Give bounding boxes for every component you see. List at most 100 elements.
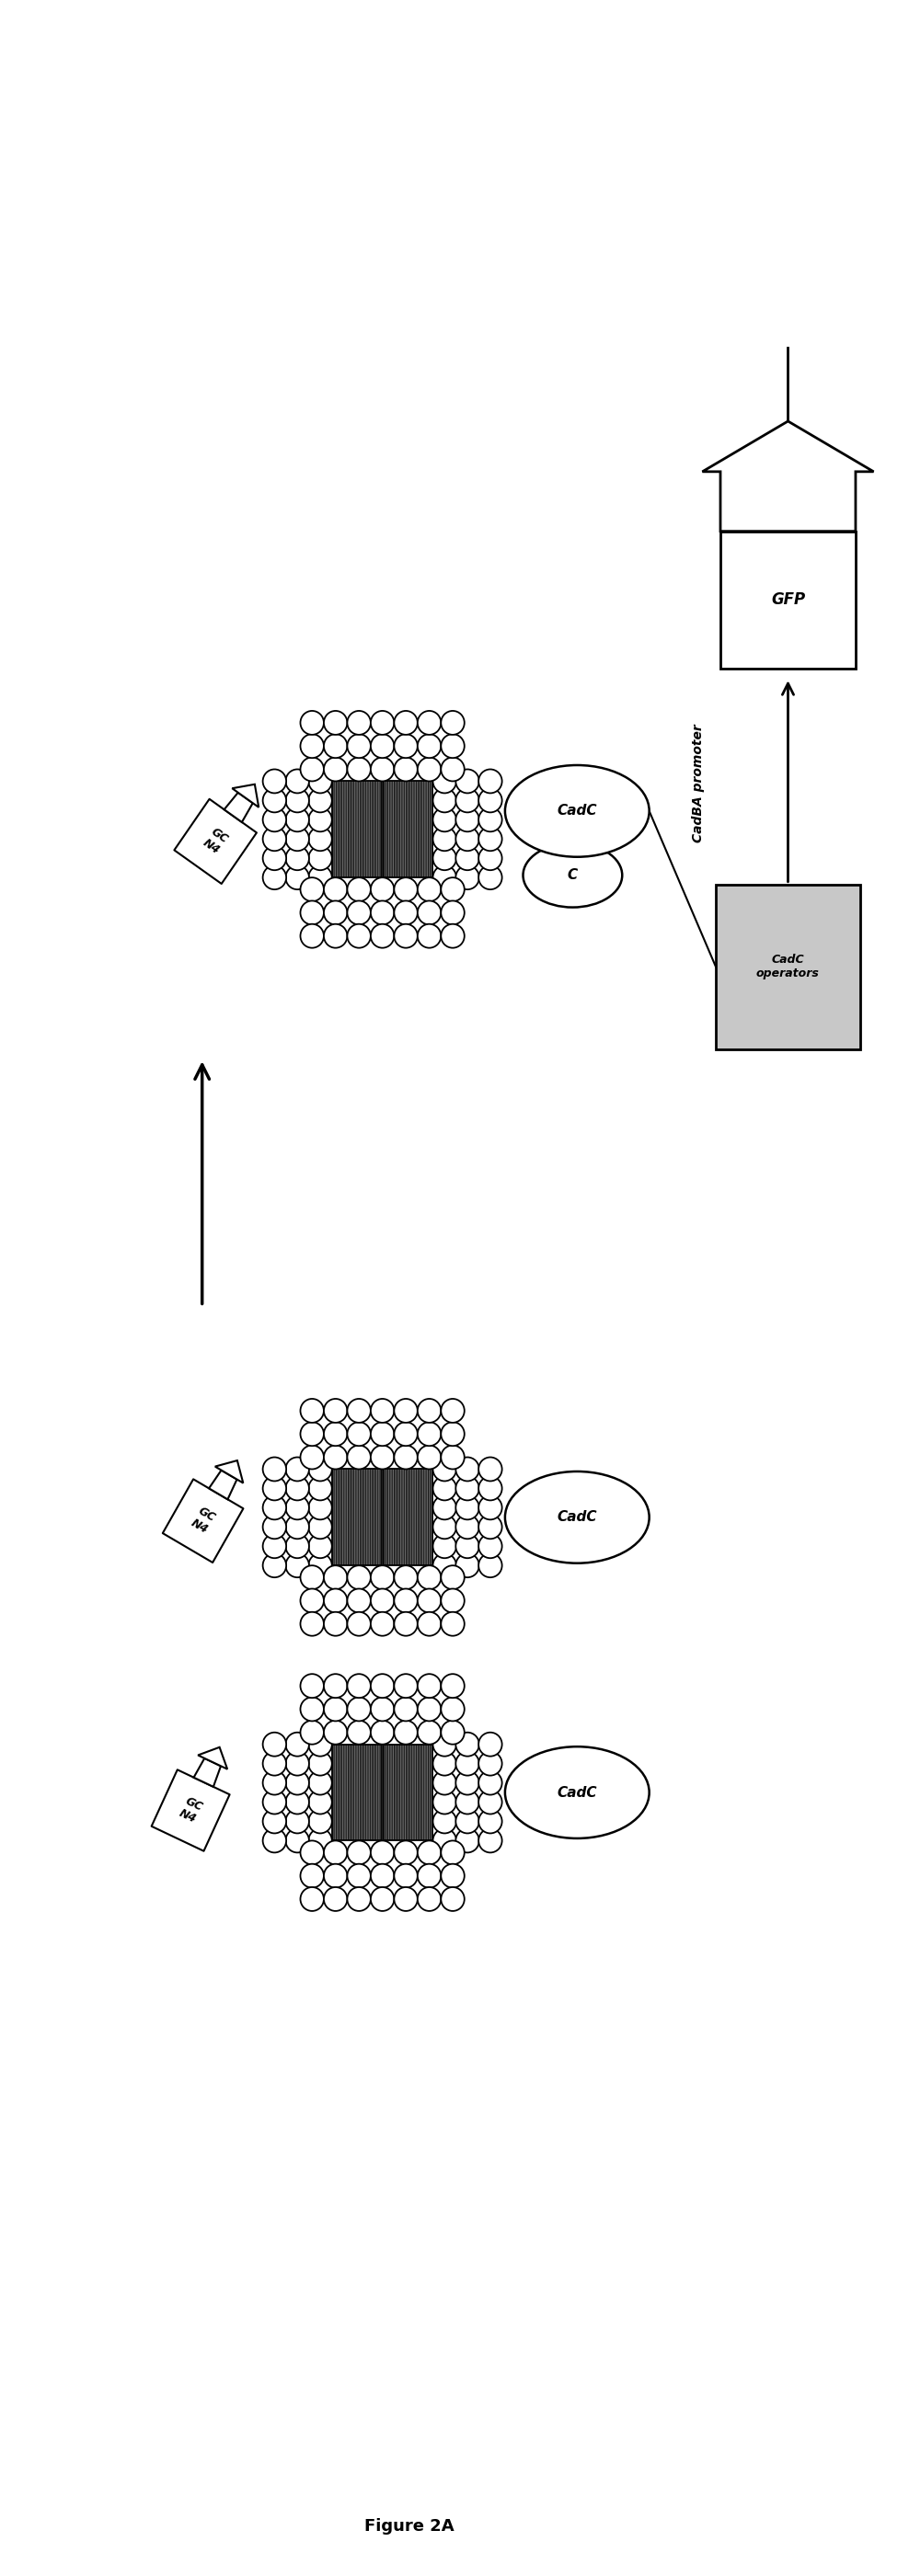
Circle shape [347, 1674, 371, 1698]
Circle shape [395, 1865, 417, 1888]
Circle shape [395, 1842, 417, 1865]
Circle shape [263, 809, 286, 832]
Circle shape [455, 1515, 479, 1538]
Circle shape [395, 878, 417, 902]
Circle shape [395, 1445, 417, 1468]
Circle shape [417, 711, 441, 734]
Text: CadC: CadC [557, 1785, 597, 1801]
Circle shape [433, 1476, 456, 1499]
Text: CadC: CadC [557, 804, 597, 819]
Circle shape [371, 1888, 395, 1911]
Circle shape [478, 1790, 502, 1814]
Circle shape [324, 1422, 347, 1445]
Circle shape [347, 1698, 371, 1721]
Circle shape [417, 757, 441, 781]
Circle shape [395, 1674, 417, 1698]
Polygon shape [152, 1770, 230, 1852]
Circle shape [308, 1458, 332, 1481]
Circle shape [300, 1589, 324, 1613]
Circle shape [417, 1566, 441, 1589]
Circle shape [371, 1589, 395, 1613]
Circle shape [417, 878, 441, 902]
Polygon shape [175, 799, 256, 884]
Circle shape [324, 1842, 347, 1865]
Circle shape [478, 1515, 502, 1538]
Text: Figure 2A: Figure 2A [365, 2517, 454, 2535]
Circle shape [285, 788, 309, 811]
Circle shape [324, 878, 347, 902]
Circle shape [478, 1535, 502, 1558]
Polygon shape [163, 1479, 244, 1564]
Circle shape [433, 848, 456, 871]
Circle shape [371, 1865, 395, 1888]
Circle shape [324, 734, 347, 757]
Circle shape [395, 925, 417, 948]
Circle shape [308, 1535, 332, 1558]
Circle shape [347, 1399, 371, 1422]
Circle shape [263, 1535, 286, 1558]
Circle shape [371, 1422, 395, 1445]
Bar [332, 1744, 382, 1842]
Circle shape [371, 1613, 395, 1636]
Circle shape [441, 902, 464, 925]
Circle shape [285, 848, 309, 871]
Circle shape [478, 866, 502, 889]
Circle shape [478, 1553, 502, 1577]
Circle shape [478, 1476, 502, 1499]
Circle shape [347, 1613, 371, 1636]
Circle shape [371, 878, 395, 902]
Circle shape [395, 757, 417, 781]
Circle shape [324, 1888, 347, 1911]
Circle shape [371, 1566, 395, 1589]
Circle shape [324, 1399, 347, 1422]
Circle shape [300, 1865, 324, 1888]
Circle shape [455, 1790, 479, 1814]
Circle shape [371, 1445, 395, 1468]
Circle shape [300, 1888, 324, 1911]
Circle shape [478, 1829, 502, 1852]
Circle shape [324, 1589, 347, 1613]
Circle shape [285, 1515, 309, 1538]
Circle shape [300, 1445, 324, 1468]
Circle shape [285, 1790, 309, 1814]
Circle shape [395, 1888, 417, 1911]
Circle shape [347, 1842, 371, 1865]
Circle shape [433, 788, 456, 811]
Circle shape [308, 848, 332, 871]
Circle shape [417, 902, 441, 925]
Circle shape [455, 1497, 479, 1520]
Polygon shape [703, 422, 874, 531]
Text: CadC: CadC [557, 1510, 597, 1525]
Circle shape [395, 902, 417, 925]
Circle shape [395, 1589, 417, 1613]
Circle shape [263, 1476, 286, 1499]
Circle shape [285, 1458, 309, 1481]
Circle shape [308, 770, 332, 793]
Circle shape [308, 1734, 332, 1757]
Circle shape [300, 1721, 324, 1744]
Circle shape [478, 848, 502, 871]
Circle shape [285, 1752, 309, 1775]
Circle shape [455, 1752, 479, 1775]
Circle shape [417, 734, 441, 757]
Circle shape [371, 1842, 395, 1865]
Text: C: C [567, 868, 578, 881]
Text: GC
N4: GC N4 [201, 827, 230, 858]
Circle shape [433, 1752, 456, 1775]
Circle shape [263, 1770, 286, 1795]
Polygon shape [215, 1461, 244, 1484]
Circle shape [308, 827, 332, 850]
Circle shape [347, 711, 371, 734]
Polygon shape [209, 1471, 237, 1499]
Circle shape [371, 1721, 395, 1744]
Circle shape [395, 711, 417, 734]
Circle shape [263, 1458, 286, 1481]
Circle shape [347, 1865, 371, 1888]
Circle shape [324, 711, 347, 734]
Circle shape [308, 1829, 332, 1852]
Circle shape [455, 1734, 479, 1757]
Circle shape [417, 1613, 441, 1636]
Circle shape [395, 1613, 417, 1636]
Circle shape [324, 757, 347, 781]
Circle shape [441, 1698, 464, 1721]
